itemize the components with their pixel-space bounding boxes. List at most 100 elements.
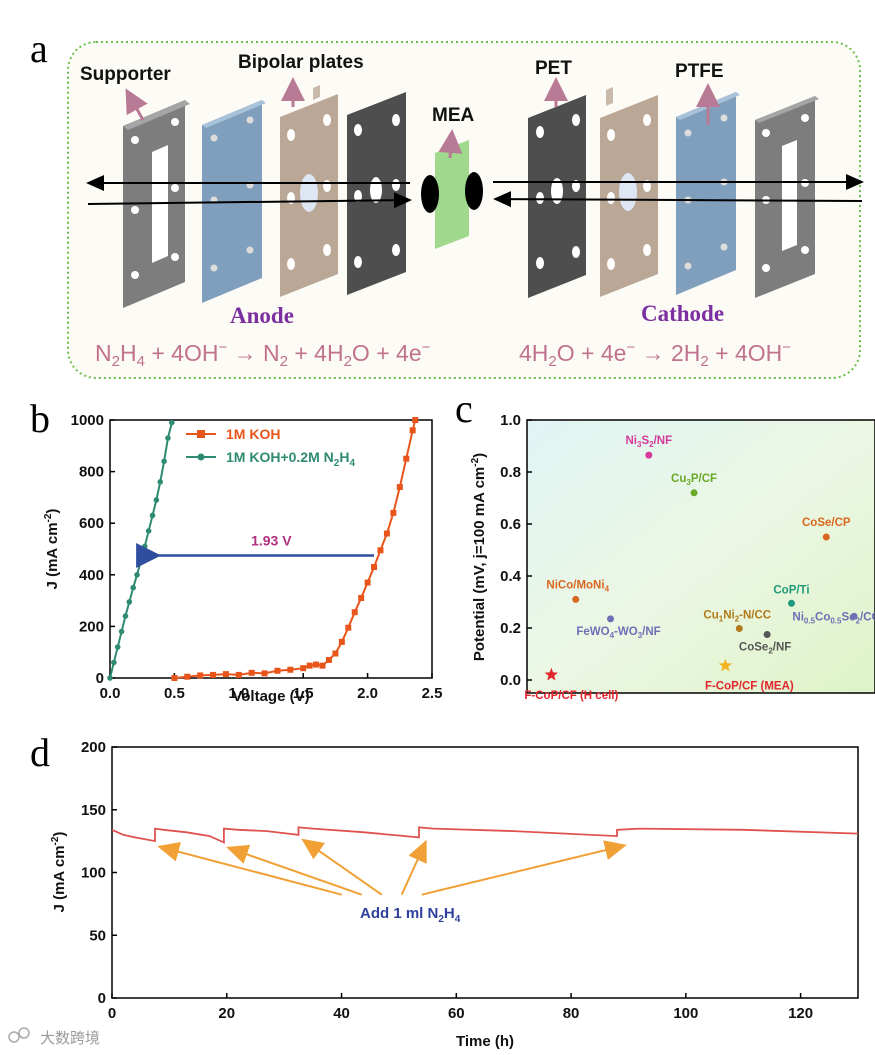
d-annotation-arrow xyxy=(301,838,383,896)
b-xtick-label: 2.5 xyxy=(422,685,443,702)
b-ytick-label: 1000 xyxy=(71,412,104,429)
b-point xyxy=(364,579,371,586)
b-point xyxy=(134,572,140,578)
d-ytick-label: 0 xyxy=(98,990,106,1007)
chart-b-series xyxy=(107,417,419,681)
label-bipolar-plates: Bipolar plates xyxy=(238,52,364,73)
chart-b-xlabel: Voltage (V) xyxy=(232,688,309,705)
c-point-label: CoSe/CP xyxy=(802,517,851,529)
legend-label-koh: 1M KOH xyxy=(226,426,280,442)
d-xtick-label: 100 xyxy=(673,1005,698,1022)
b-point xyxy=(313,661,320,668)
chart-b-x-ticks: 0.0 0.5 1.0 1.5 2.0 2.5 xyxy=(100,673,443,702)
legend-marker-n2h4 xyxy=(197,453,205,461)
chart-b-legend: 1M KOH 1M KOH+0.2M N2H4 xyxy=(186,426,355,469)
pet-left xyxy=(347,92,406,295)
b-point xyxy=(409,427,416,434)
b-point xyxy=(161,458,167,465)
c-point xyxy=(787,599,795,607)
chart-d-y-ticks: 0 50 100 150 200 xyxy=(81,739,117,1007)
b-point xyxy=(107,675,113,681)
label-ptfe: PTFE xyxy=(675,61,724,82)
b-point xyxy=(111,659,117,666)
b-point xyxy=(319,662,326,669)
c-point-star xyxy=(544,667,558,681)
b-xtick-label: 1.5 xyxy=(293,685,314,702)
watermark-text: 大数跨境 xyxy=(40,1029,100,1047)
d-ytick-label: 200 xyxy=(81,739,106,756)
chart-d-ylabel: J (mA cm-2) xyxy=(50,832,68,913)
b-point xyxy=(300,665,307,672)
panel-a: a xyxy=(30,26,864,379)
b-point xyxy=(126,599,133,605)
c-point-label: CoP/Ti xyxy=(773,584,809,596)
chart-c-frame xyxy=(526,419,875,694)
mea-membrane xyxy=(421,140,483,249)
c-point xyxy=(607,615,615,623)
b-point xyxy=(171,675,178,681)
panel-a-letter: a xyxy=(30,26,48,71)
b-point xyxy=(403,455,410,462)
c-point-label: NiCo/MoNi4 xyxy=(546,579,609,593)
pet-right xyxy=(528,95,586,298)
b-point xyxy=(325,656,332,663)
b-point xyxy=(114,644,121,650)
c-point xyxy=(763,631,771,638)
b-ytick-label: 800 xyxy=(79,464,104,481)
b-annotation-text: 1.93 V xyxy=(251,532,292,548)
panel-d-letter: d xyxy=(30,730,50,775)
c-point xyxy=(850,612,858,620)
b-point xyxy=(396,484,403,491)
b-ytick-label: 200 xyxy=(79,618,104,635)
b-xtick-label: 0.0 xyxy=(100,685,121,702)
c-point xyxy=(690,489,698,497)
label-pet: PET xyxy=(535,58,572,79)
b-point xyxy=(210,671,217,678)
d-ytick-label: 100 xyxy=(81,865,106,882)
bipolar-plate-right xyxy=(600,87,658,297)
b-xtick-label: 1.0 xyxy=(228,685,249,702)
chart-d-annotation-label: Add 1 ml N2H4 xyxy=(360,905,461,925)
d-ytick-label: 150 xyxy=(81,802,106,819)
c-point xyxy=(735,625,743,633)
b-point xyxy=(130,584,136,591)
chart-d-series xyxy=(111,826,859,844)
b-point xyxy=(157,479,164,485)
b-point xyxy=(306,662,313,669)
b-point xyxy=(153,497,160,503)
b-point xyxy=(138,557,144,564)
panel-c: c 0.0 0.2 0.4 0.6 0.8 1.0 Ni3S2/NF Cu3P/CF CoSe… xyxy=(455,386,875,702)
chart-d-frame xyxy=(111,746,859,999)
d-series-line xyxy=(111,826,859,844)
watermark: 大数跨境 xyxy=(8,1027,100,1047)
b-point xyxy=(118,628,125,635)
c-point xyxy=(822,533,830,541)
b-point xyxy=(345,624,352,631)
c-ytick-label: 1.0 xyxy=(500,412,521,429)
b-point xyxy=(390,509,397,516)
b-point xyxy=(141,543,148,550)
flow-arrows xyxy=(86,174,864,209)
c-ytick-label: 0.2 xyxy=(500,620,521,637)
b-point xyxy=(165,435,171,441)
d-xtick-label: 120 xyxy=(788,1005,813,1022)
c-point-label: Cu3P/CF xyxy=(671,473,717,487)
c-point-label: Ni0.5Co0.5Se2/CC xyxy=(792,611,875,625)
label-anode: Anode xyxy=(230,303,294,328)
d-xtick-label: 0 xyxy=(108,1005,116,1022)
b-point xyxy=(197,672,204,679)
chart-b-y-ticks: 0 200 400 600 800 1000 xyxy=(71,412,115,687)
b-point xyxy=(222,671,229,678)
b-xtick-label: 0.5 xyxy=(164,685,185,702)
panel-b: b 0 200 400 600 800 1000 0.0 0.5 1.0 1.5 2.0 2.5 1… xyxy=(30,396,442,705)
b-point xyxy=(235,671,242,678)
b-point xyxy=(248,669,255,676)
b-point xyxy=(149,512,156,519)
chart-b-annotation: 1.93 V xyxy=(136,532,375,568)
chart-c-y-ticks: 0.0 0.2 0.4 0.6 0.8 1.0 xyxy=(500,412,532,689)
b-point xyxy=(261,670,268,677)
d-annotation-arrow xyxy=(157,842,342,896)
d-annotation-arrow xyxy=(226,844,363,896)
b-point xyxy=(145,528,152,534)
